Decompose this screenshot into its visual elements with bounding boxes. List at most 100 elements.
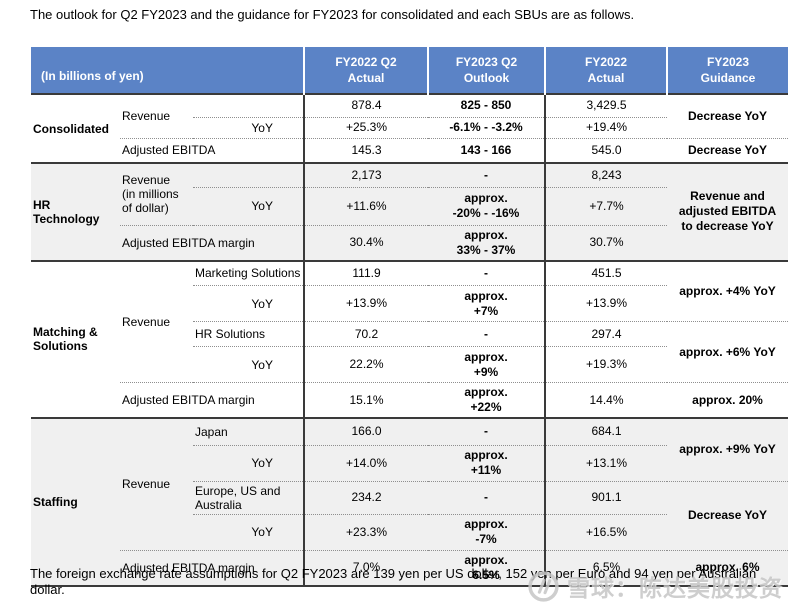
section-name: Consolidated (31, 93, 120, 163)
guidance-cell: approx. +6% YoY (667, 321, 788, 383)
value-cell: 8,243 (545, 162, 667, 187)
value-cell: 30.4% (304, 224, 428, 261)
table-row: Matching & Solutions Revenue Marketing S… (31, 259, 788, 418)
value-cell: 14.4% (545, 382, 667, 418)
table-header-row: (In billions of yen) FY2022 Q2 Actual FY… (31, 47, 788, 94)
row-label-revenue: Revenue (120, 417, 193, 550)
value-cell: 901.1 (545, 480, 667, 514)
col-header-fy2022-actual: FY2022 Actual (544, 47, 667, 94)
value-cell: 166.0 (304, 417, 428, 445)
sub-row-label: Japan (193, 417, 305, 445)
value-cell: +13.9% (545, 285, 667, 322)
value-cell: +14.0% (304, 444, 428, 481)
value-cell: +13.9% (304, 285, 428, 322)
table-row: YoY +14.0% approx. +11% +13.1% (31, 444, 788, 481)
guidance-cell: approx. +4% YoY (667, 259, 788, 322)
outlook-cell: approx. +11% (428, 444, 546, 481)
outlook-cell: approx. +22% (428, 382, 546, 418)
outlook-cell: - (428, 259, 546, 286)
yoy-label: YoY (193, 285, 305, 322)
table-row: Adjusted EBITDA margin 15.1% approx. +22… (31, 382, 788, 418)
value-cell: 7.0% (304, 549, 428, 586)
value-cell: 234.2 (304, 480, 428, 514)
guidance-cell: Decrease YoY (667, 93, 788, 138)
sub-row-label: Europe, US and Australia (193, 480, 305, 514)
guidance-cell: Revenue and adjusted EBITDA to decrease … (667, 162, 788, 261)
value-cell: 145.3 (304, 137, 428, 163)
outlook-guidance-table: (In billions of yen) FY2022 Q2 Actual FY… (31, 47, 788, 587)
yoy-label: YoY (193, 513, 305, 550)
table-row: Consolidated Revenue 878.4 825 - 850 3,4… (31, 93, 788, 163)
outlook-cell: 143 - 166 (428, 137, 546, 163)
yoy-label: YoY (193, 346, 305, 383)
outlook-cell: - (428, 162, 546, 187)
value-cell: +11.6% (304, 186, 428, 225)
row-label-ebitda-margin: Adjusted EBITDA margin (120, 382, 305, 418)
outlook-cell: approx. -7% (428, 513, 546, 550)
empty-cell (193, 162, 305, 187)
table-row: Staffing Revenue Japan 166.0 - 684.1 app… (31, 417, 788, 586)
yoy-label: YoY (193, 186, 305, 225)
table-row: HR Solutions 70.2 - 297.4 approx. +6% Yo… (31, 321, 788, 383)
outlook-cell: approx. -20% - -16% (428, 186, 546, 225)
unit-label: (In billions of yen) (31, 47, 304, 94)
value-cell: 878.4 (304, 93, 428, 117)
page-title: The outlook for Q2 FY2023 and the guidan… (30, 7, 635, 22)
table-row: YoY +25.3% -6.1% - -3.2% +19.4% (31, 116, 788, 138)
table-row: Adjusted EBITDA 145.3 143 - 166 545.0 De… (31, 137, 788, 163)
value-cell: 545.0 (545, 137, 667, 163)
value-cell: +25.3% (304, 116, 428, 138)
table-row: YoY 22.2% approx. +9% +19.3% (31, 346, 788, 383)
section-staffing: Staffing Revenue Japan 166.0 - 684.1 app… (31, 417, 788, 586)
row-label-ebitda-margin: Adjusted EBITDA margin (120, 549, 305, 586)
table-row: Europe, US and Australia 234.2 - 901.1 D… (31, 480, 788, 550)
table-row: YoY +11.6% approx. -20% - -16% +7.7% (31, 186, 788, 225)
outlook-cell: -6.1% - -3.2% (428, 116, 546, 138)
outlook-cell: 825 - 850 (428, 93, 546, 117)
outlook-cell: approx. +9% (428, 346, 546, 383)
sub-row-label: HR Solutions (193, 321, 305, 347)
value-cell: 30.7% (545, 224, 667, 261)
value-cell: 2,173 (304, 162, 428, 187)
value-cell: 6.5% (545, 549, 667, 586)
row-label-revenue: Revenue (120, 259, 193, 383)
section-matching-solutions: Matching & Solutions Revenue Marketing S… (31, 259, 788, 418)
row-label-revenue: Revenue (120, 93, 193, 138)
value-cell: 3,429.5 (545, 93, 667, 117)
section-consolidated: Consolidated Revenue 878.4 825 - 850 3,4… (31, 93, 788, 163)
table-row: Adjusted EBITDA margin 7.0% approx. 6.5%… (31, 549, 788, 586)
col-header-fy2022-q2-actual: FY2022 Q2 Actual (303, 47, 428, 94)
yoy-label: YoY (193, 444, 305, 481)
section-name: Matching & Solutions (31, 259, 120, 418)
outlook-cell: - (428, 480, 546, 514)
col-header-fy2023-q2-outlook: FY2023 Q2 Outlook (427, 47, 545, 94)
col-header-fy2023-guidance: FY2023 Guidance (666, 47, 788, 94)
value-cell: 22.2% (304, 346, 428, 383)
table-row: Adjusted EBITDA margin 30.4% approx. 33%… (31, 224, 788, 261)
guidance-cell: approx. 6% (667, 549, 788, 586)
sub-row-label: Marketing Solutions (193, 259, 305, 286)
guidance-cell: approx. 20% (667, 382, 788, 418)
outlook-cell: - (428, 321, 546, 347)
outlook-cell: approx. 33% - 37% (428, 224, 546, 261)
guidance-cell: Decrease YoY (667, 137, 788, 163)
outlook-cell: - (428, 417, 546, 445)
value-cell: +16.5% (545, 513, 667, 550)
outlook-cell: approx. 6.5% (428, 549, 546, 586)
fx-assumptions-footnote: The foreign exchange rate assumptions fo… (30, 566, 757, 597)
row-label-revenue: Revenue (in millions of dollar) (120, 162, 193, 225)
value-cell: 70.2 (304, 321, 428, 347)
row-label-ebitda: Adjusted EBITDA (120, 137, 305, 163)
value-cell: +19.3% (545, 346, 667, 383)
section-name: Staffing (31, 417, 120, 586)
empty-cell (193, 93, 305, 117)
guidance-cell: Decrease YoY (667, 480, 788, 550)
value-cell: 111.9 (304, 259, 428, 286)
value-cell: 297.4 (545, 321, 667, 347)
yoy-label: YoY (193, 116, 305, 138)
value-cell: +23.3% (304, 513, 428, 550)
table-row: YoY +13.9% approx. +7% +13.9% (31, 285, 788, 322)
value-cell: 15.1% (304, 382, 428, 418)
value-cell: +13.1% (545, 444, 667, 481)
value-cell: 451.5 (545, 259, 667, 286)
